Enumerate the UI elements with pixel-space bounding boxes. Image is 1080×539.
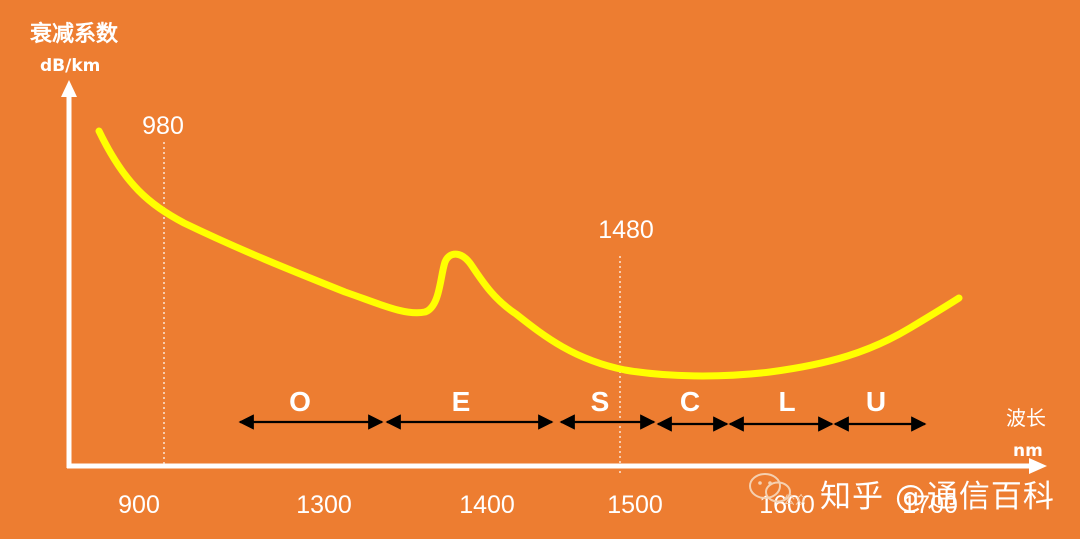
attenuation-curve bbox=[95, 127, 963, 380]
watermark-faint-text: 公众号 bbox=[783, 493, 805, 507]
band-c-label: C bbox=[680, 386, 700, 417]
band-l-label: L bbox=[778, 386, 795, 417]
marker-1480-label: 1480 bbox=[598, 216, 654, 244]
band-o-label: O bbox=[289, 386, 311, 417]
x-axis-unit: nm bbox=[1013, 441, 1043, 461]
x-axis-arrowhead bbox=[1029, 458, 1047, 474]
band-labels: O E S C L U bbox=[289, 386, 886, 417]
band-e-label: E bbox=[452, 386, 471, 417]
x-tick-label: 1700 bbox=[902, 491, 958, 519]
x-tick-label: 1300 bbox=[296, 491, 352, 519]
y-axis-unit: dB/km bbox=[40, 56, 100, 76]
y-axis-title: 衰减系数 bbox=[29, 21, 119, 47]
watermark-text: 知乎 @通信百科 bbox=[820, 479, 1055, 515]
marker-980-label: 980 bbox=[142, 112, 184, 140]
wechat-logo-icon: 公众号 bbox=[749, 473, 805, 507]
band-s-label: S bbox=[591, 386, 610, 417]
x-tick-label: 1500 bbox=[607, 491, 663, 519]
band-arrows bbox=[238, 414, 927, 432]
x-axis-title: 波长 bbox=[1006, 406, 1046, 430]
y-axis-arrowhead bbox=[61, 80, 77, 97]
x-tick-label: 1400 bbox=[459, 491, 515, 519]
band-u-label: U bbox=[866, 386, 886, 417]
x-tick-label: 900 bbox=[118, 491, 160, 519]
x-tick-labels: 900 1300 1400 1500 1600 1700 bbox=[118, 491, 958, 519]
x-tick-label: 1600 bbox=[759, 491, 815, 519]
